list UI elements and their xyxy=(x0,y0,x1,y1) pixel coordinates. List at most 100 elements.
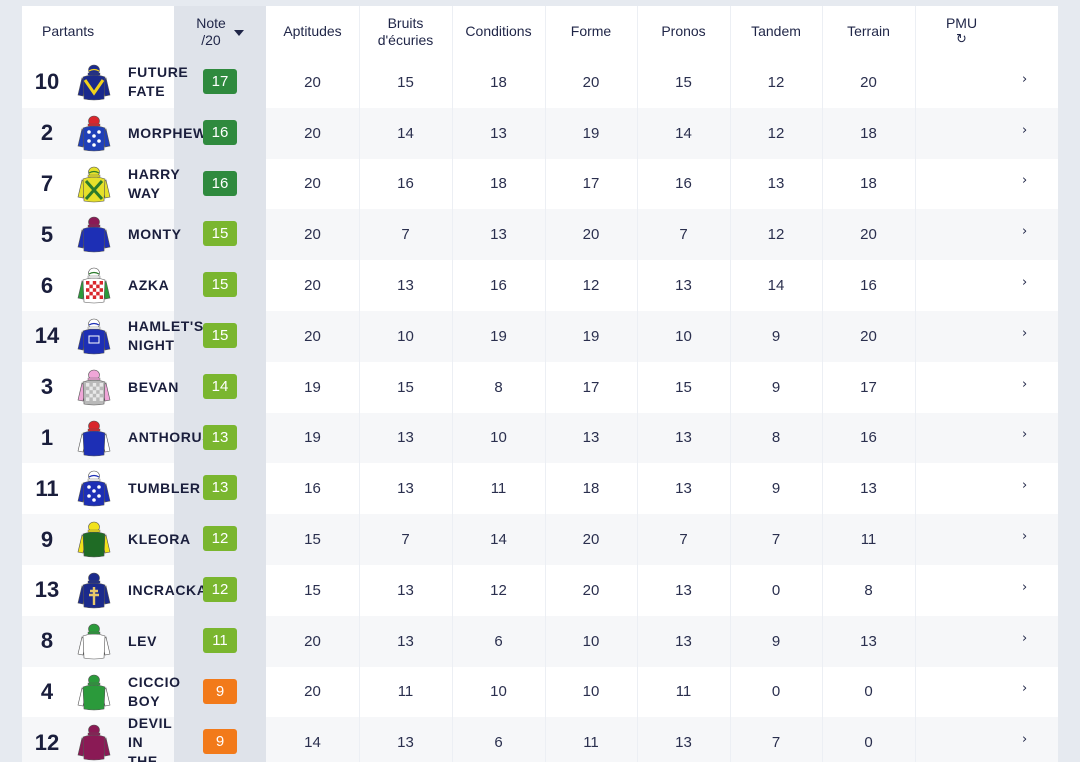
chevron-right-icon[interactable]: › xyxy=(1022,122,1028,138)
header-terrain[interactable]: Terrain xyxy=(822,6,915,57)
horse-name-part: IN xyxy=(128,734,144,751)
note-badge: 17 xyxy=(203,69,237,94)
cell-conditions: 6 xyxy=(494,632,503,650)
table-row[interactable]: 8 LEV 11 20 13 6 10 13 9 13 › xyxy=(22,615,1058,667)
cell-aptitudes: 20 xyxy=(304,683,321,701)
table-row[interactable]: 12 DEVIL IN THE 9 14 13 6 11 13 7 0 › xyxy=(22,715,1058,762)
horse-name[interactable]: HARRY WAY xyxy=(128,159,208,210)
horse-number: 10 xyxy=(34,69,60,95)
chevron-right-icon[interactable]: › xyxy=(1022,630,1028,646)
chevron-right-icon[interactable]: › xyxy=(1022,427,1028,443)
header-tandem[interactable]: Tandem xyxy=(730,6,822,57)
header-conditions[interactable]: Conditions xyxy=(452,6,545,57)
cell-forme: 17 xyxy=(582,175,600,193)
chevron-right-icon[interactable]: › xyxy=(1022,325,1028,341)
cell-bruits-ecuries: 13 xyxy=(397,581,414,599)
horse-name[interactable]: MORPHEW xyxy=(128,108,208,159)
cell-aptitudes: 20 xyxy=(304,327,321,345)
header-note-sort[interactable]: Note /20 xyxy=(174,6,266,57)
header-forme[interactable]: Forme xyxy=(545,6,637,57)
horse-name-part: HARRY xyxy=(128,165,181,182)
header-bruits-ecuries[interactable]: Bruits d'écuries xyxy=(359,6,452,57)
cell-bruits-ecuries: 7 xyxy=(401,531,410,549)
chevron-right-icon[interactable]: › xyxy=(1022,529,1028,545)
table-row[interactable]: 7 HARRY WAY 16 20 16 18 17 16 13 18 › xyxy=(22,158,1058,210)
horse-name[interactable]: AZKA xyxy=(128,260,208,311)
horse-name[interactable]: CICCIO BOY xyxy=(128,667,208,718)
table-row[interactable]: 2 MORPHEW 16 20 14 13 19 14 12 18 › xyxy=(22,107,1058,159)
cell-bruits-ecuries: 13 xyxy=(397,480,414,498)
table-row[interactable]: 10 FUTURE FATE 17 20 15 18 20 15 12 20 › xyxy=(22,57,1058,108)
header-aptitudes[interactable]: Aptitudes xyxy=(266,6,359,57)
horse-name[interactable]: KLEORA xyxy=(128,514,208,565)
column-divider xyxy=(915,6,916,762)
table-row[interactable]: 13 INCRACKA 12 15 13 12 20 13 0 8 › xyxy=(22,565,1058,616)
horse-name[interactable]: HAMLET'S NIGHT xyxy=(128,311,208,362)
cell-pronos: 7 xyxy=(679,531,688,549)
cell-tandem: 0 xyxy=(771,581,781,599)
cell-aptitudes: 16 xyxy=(304,480,321,498)
cell-forme: 17 xyxy=(582,378,600,396)
cell-conditions: 6 xyxy=(494,734,503,752)
cell-forme: 19 xyxy=(582,124,600,142)
header-partants[interactable]: Partants xyxy=(22,6,174,57)
cell-pronos: 13 xyxy=(675,632,692,650)
header-pronos[interactable]: Pronos xyxy=(637,6,730,57)
jockey-silk-icon xyxy=(77,725,111,761)
table-row[interactable]: 14 HAMLET'S NIGHT 15 20 10 19 19 10 9 20 › xyxy=(22,311,1058,362)
chevron-right-icon[interactable]: › xyxy=(1022,732,1028,748)
cell-tandem: 9 xyxy=(771,378,781,396)
horse-number: 4 xyxy=(40,678,54,704)
table-row[interactable]: 5 MONTY 15 20 7 13 20 7 12 20 › xyxy=(22,209,1058,261)
cell-terrain: 20 xyxy=(860,327,877,345)
note-badge: 16 xyxy=(203,170,237,196)
sort-desc-icon xyxy=(233,29,244,36)
cell-forme: 11 xyxy=(583,734,599,752)
cell-conditions: 10 xyxy=(490,683,507,701)
horse-name-part: THE xyxy=(128,753,158,762)
chevron-right-icon[interactable]: › xyxy=(1022,173,1028,189)
chevron-right-icon[interactable]: › xyxy=(1022,681,1028,697)
cell-bruits-ecuries: 11 xyxy=(397,683,414,701)
horse-name[interactable]: BEVAN xyxy=(128,362,208,413)
horse-number: 7 xyxy=(40,170,54,196)
jockey-silk-icon xyxy=(77,369,111,406)
chevron-right-icon[interactable]: › xyxy=(1022,376,1028,392)
header-pmu[interactable]: PMU ↻ xyxy=(915,6,1008,57)
horse-name-part: WAY xyxy=(128,184,161,201)
table-row[interactable]: 1 ANTHORUS 13 19 13 10 13 13 8 16 › xyxy=(22,412,1058,464)
refresh-icon[interactable]: ↻ xyxy=(956,32,967,47)
cell-terrain: 17 xyxy=(860,378,877,396)
note-badge: 12 xyxy=(203,526,237,552)
cell-pronos: 13 xyxy=(675,581,692,599)
table-row[interactable]: 9 KLEORA 12 15 7 14 20 7 7 11 › xyxy=(22,514,1058,565)
chevron-right-icon[interactable]: › xyxy=(1022,71,1028,87)
cell-pronos: 11 xyxy=(675,683,692,701)
cell-conditions: 14 xyxy=(490,531,507,549)
cell-tandem: 12 xyxy=(767,73,785,91)
cell-pronos: 10 xyxy=(675,327,692,345)
cell-tandem: 12 xyxy=(767,226,785,244)
column-divider xyxy=(730,6,731,762)
horse-name[interactable]: TUMBLER xyxy=(128,463,208,514)
note-badge: 9 xyxy=(203,678,237,704)
table-row[interactable]: 6 AZKA 15 20 13 16 12 13 14 16 › xyxy=(22,260,1058,311)
horse-name[interactable]: FUTURE FATE xyxy=(128,57,208,108)
table-header: Partants Note /20 Aptitudes Bruits d'écu… xyxy=(22,6,1058,57)
table-row[interactable]: 11 TUMBLER 13 16 13 11 18 13 9 13 › xyxy=(22,463,1058,515)
note-badge: 15 xyxy=(203,221,237,247)
chevron-right-icon[interactable]: › xyxy=(1022,478,1028,494)
horse-name[interactable]: INCRACKA xyxy=(128,565,208,616)
jockey-silk-icon xyxy=(77,572,111,609)
table-row[interactable]: 4 CICCIO BOY 9 20 11 10 10 11 0 0 › xyxy=(22,666,1058,718)
horse-name[interactable]: MONTY xyxy=(128,209,208,260)
cell-terrain: 0 xyxy=(864,683,873,701)
chevron-right-icon[interactable]: › xyxy=(1022,579,1028,595)
table-row[interactable]: 3 BEVAN 14 19 15 8 17 15 9 17 › xyxy=(22,361,1058,413)
horse-name[interactable]: ANTHORUS xyxy=(128,413,212,464)
horse-number: 5 xyxy=(40,221,54,247)
chevron-right-icon[interactable]: › xyxy=(1022,224,1028,240)
horse-name[interactable]: LEV xyxy=(128,616,208,667)
chevron-right-icon[interactable]: › xyxy=(1022,275,1028,291)
horse-name[interactable]: DEVIL IN THE xyxy=(128,715,208,762)
